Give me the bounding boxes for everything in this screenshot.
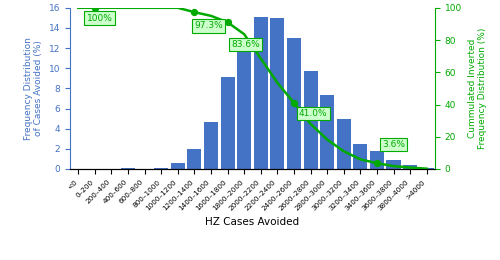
Bar (154, 168, 168, 169)
Bar (188, 149, 202, 169)
Text: 83.6%: 83.6% (231, 40, 260, 49)
Bar (354, 144, 368, 169)
Bar (403, 165, 417, 169)
Y-axis label: Cummulated Inverted
Frequency Distribution (%): Cummulated Inverted Frequency Distributi… (468, 28, 487, 149)
Bar (237, 43, 252, 169)
Bar (336, 119, 351, 169)
Text: 100%: 100% (86, 14, 113, 23)
Y-axis label: Frequency Distribution
of Cases Avoided (%): Frequency Distribution of Cases Avoided … (24, 37, 43, 140)
Point (91, 6, 99, 10)
X-axis label: HZ Cases Avoided: HZ Cases Avoided (206, 217, 300, 227)
Bar (304, 71, 318, 169)
Bar (171, 163, 185, 169)
Point (373, 161, 381, 165)
Bar (220, 77, 234, 169)
Point (290, 101, 298, 105)
Point (190, 10, 198, 14)
Bar (270, 18, 284, 169)
Point (224, 20, 232, 24)
Bar (420, 168, 434, 169)
Bar (254, 17, 268, 169)
Bar (204, 122, 218, 169)
Bar (287, 38, 301, 169)
Text: 3.6%: 3.6% (382, 140, 405, 149)
Bar (121, 168, 135, 169)
Text: 97.3%: 97.3% (194, 21, 223, 30)
Bar (386, 160, 400, 169)
Bar (370, 151, 384, 169)
Text: 41.0%: 41.0% (299, 109, 328, 118)
Bar (320, 95, 334, 169)
